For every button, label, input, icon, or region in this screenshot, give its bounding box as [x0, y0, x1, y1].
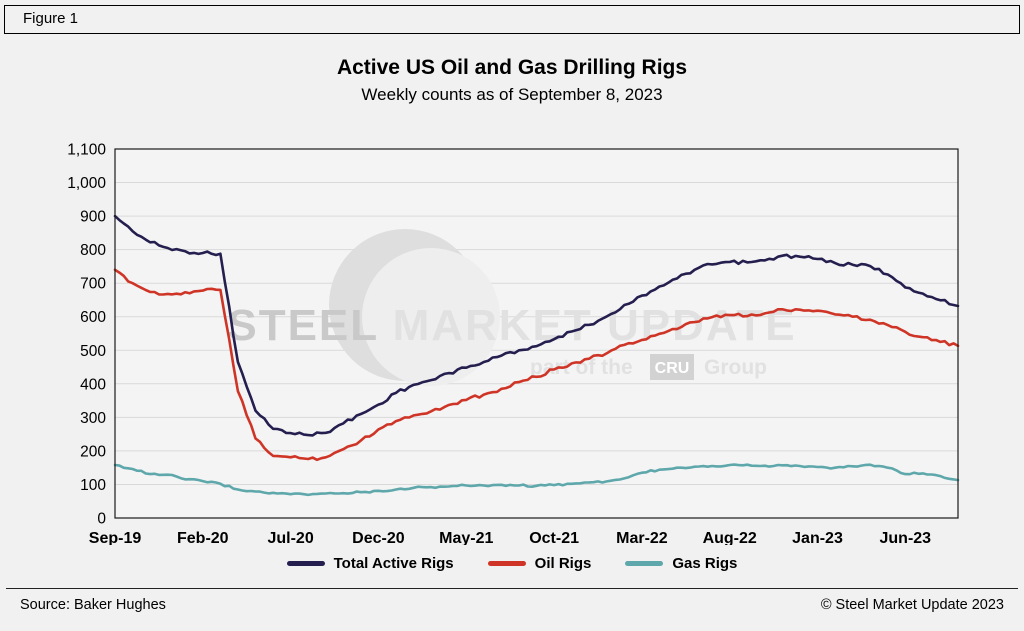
series-line-2	[113, 463, 960, 497]
footer: Source: Baker Hughes © Steel Market Upda…	[6, 588, 1018, 613]
source-note: Source: Baker Hughes	[20, 597, 166, 613]
x-tick-label: Jun-23	[880, 530, 932, 545]
y-tick-label: 600	[80, 309, 106, 326]
y-tick-label: 1,000	[67, 175, 106, 192]
y-tick-label: 200	[80, 443, 106, 460]
figure-label: Figure 1	[23, 10, 79, 27]
x-tick-label: Jan-23	[792, 530, 843, 545]
y-tick-label: 800	[80, 242, 106, 259]
plot-border	[114, 148, 959, 519]
chart-subtitle: Weekly counts as of September 8, 2023	[361, 85, 663, 104]
watermark-cru-text: CRU	[655, 360, 690, 377]
legend-label-total: Total Active Rigs	[333, 555, 454, 572]
x-tick-label: Feb-20	[177, 530, 229, 545]
legend-label-oil: Oil Rigs	[534, 555, 592, 572]
x-tick-label: Sep-19	[89, 530, 142, 545]
series-line-0	[113, 214, 960, 437]
watermark-tagline-pre: part of the	[530, 356, 633, 379]
x-tick-label: Mar-22	[616, 530, 668, 545]
watermark-tagline-post: Group	[704, 356, 767, 379]
legend-swatch-oil-icon	[487, 561, 526, 566]
x-tick-label: Oct-21	[529, 530, 579, 545]
legend-label-gas: Gas Rigs	[672, 555, 738, 572]
x-tick-label: Aug-22	[703, 530, 757, 545]
copyright-note: © Steel Market Update 2023	[820, 597, 1004, 613]
watermark-brand-text: STEEL MARKET UPDATE	[227, 301, 796, 350]
y-tick-label: 300	[80, 410, 106, 427]
x-tick-label: May-21	[439, 530, 493, 545]
y-tick-label: 1,100	[67, 142, 106, 159]
y-tick-label: 700	[80, 276, 106, 293]
legend-item-oil-rigs: Oil Rigs	[487, 555, 592, 572]
plot-area	[115, 149, 958, 518]
legend: Total Active Rigs Oil Rigs Gas Rigs	[0, 555, 1024, 572]
figure-page: Figure 1 Active US Oil and Gas Drilling …	[0, 5, 1024, 631]
y-tick-label: 0	[97, 511, 106, 528]
legend-item-total-active-rigs: Total Active Rigs	[286, 555, 454, 572]
x-tick-label: Dec-20	[352, 530, 405, 545]
y-tick-label: 900	[80, 209, 106, 226]
series-line-1	[113, 268, 960, 462]
figure-band: Figure 1	[4, 5, 1020, 34]
legend-item-gas-rigs: Gas Rigs	[625, 555, 737, 572]
watermark-logo-crescent-icon	[362, 248, 500, 386]
legend-swatch-gas-icon	[625, 561, 664, 566]
rig-chart: STEEL MARKET UPDATE part of the CRU Group 0 1…	[67, 142, 960, 545]
legend-swatch-total-icon	[286, 561, 325, 566]
chart-title: Active US Oil and Gas Drilling Rigs	[336, 56, 688, 79]
watermark-cru-box	[650, 354, 694, 380]
chart-area: STEEL MARKET UPDATE part of the CRU Group 0 1…	[12, 133, 1012, 545]
x-tick-label: Jul-20	[267, 530, 313, 545]
y-tick-label: 400	[80, 376, 106, 393]
y-tick-label: 100	[80, 477, 106, 494]
y-tick-label: 500	[80, 343, 106, 360]
